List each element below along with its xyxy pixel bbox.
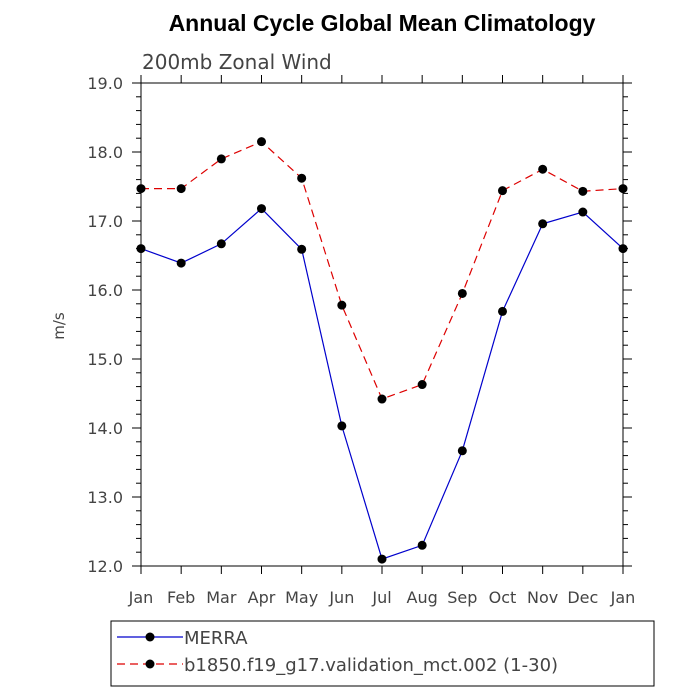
x-tick-label: Nov <box>527 588 558 607</box>
x-tick-labels: Jan Feb Mar Apr May Jun Jul Aug Sep Oct Nov Dec Jan <box>128 588 636 607</box>
legend-box <box>110 620 655 687</box>
x-tick-label: Sep <box>447 588 477 607</box>
data-point <box>297 244 307 254</box>
data-point <box>337 421 347 431</box>
data-point <box>498 306 507 316</box>
legend-label: b1850.f19_g17.validation_mct.002 (1-30) <box>184 655 558 676</box>
y-tick-label: 16.0 <box>87 281 123 300</box>
data-point <box>538 219 548 229</box>
data-point <box>578 186 588 196</box>
series-line-1 <box>141 140 624 400</box>
chart-title: Annual Cycle Global Mean Climatology <box>169 10 596 36</box>
x-tick-label: Feb <box>167 588 195 607</box>
legend-marker <box>145 659 155 669</box>
data-point <box>257 137 266 147</box>
data-point <box>457 288 467 298</box>
y-tick-label: 13.0 <box>87 488 123 507</box>
series-line-0 <box>140 207 624 560</box>
y-axis-label: m/s <box>50 312 68 340</box>
data-point <box>377 554 387 564</box>
y-tick-labels: 12.0 13.0 14.0 15.0 16.0 17.0 18.0 19.0 <box>87 74 123 576</box>
x-tick-label: Mar <box>206 588 237 607</box>
legend-label: MERRA <box>184 628 248 649</box>
data-point <box>457 446 467 456</box>
data-point <box>297 173 307 183</box>
series-markers <box>136 137 628 564</box>
y-tick-label: 17.0 <box>87 212 123 231</box>
data-point <box>538 164 548 174</box>
data-point <box>216 239 226 249</box>
plot-frame <box>140 82 624 567</box>
x-tick-label: Jan <box>128 588 154 607</box>
x-tick-label: May <box>285 588 318 607</box>
y-tick-label: 12.0 <box>87 557 123 576</box>
data-point <box>337 300 347 310</box>
data-point <box>136 184 146 194</box>
data-point <box>618 184 628 194</box>
x-tick-label: Aug <box>407 588 438 607</box>
data-point <box>417 380 427 390</box>
legend: MERRA b1850.f19_g17.validation_mct.002 (1… <box>117 628 558 676</box>
data-point <box>498 186 507 196</box>
chart-subtitle: 200mb Zonal Wind <box>142 50 332 74</box>
data-point <box>417 540 427 550</box>
legend-marker <box>145 632 155 642</box>
x-tick-label: Jun <box>328 588 354 607</box>
data-point <box>176 258 186 268</box>
data-point <box>377 394 387 404</box>
y-tick-label: 14.0 <box>87 419 123 438</box>
axis-ticks <box>132 75 632 574</box>
x-tick-label: Jul <box>371 588 391 607</box>
data-point <box>578 207 588 217</box>
y-tick-label: 19.0 <box>87 74 123 93</box>
x-tick-label: Oct <box>489 588 517 607</box>
y-tick-label: 15.0 <box>87 350 123 369</box>
y-tick-label: 18.0 <box>87 143 123 162</box>
data-point <box>257 204 266 214</box>
data-point <box>136 244 146 254</box>
data-point <box>618 244 628 254</box>
x-tick-label: Dec <box>567 588 598 607</box>
x-tick-label: Apr <box>248 588 276 607</box>
data-point <box>176 184 186 194</box>
series-lines <box>140 140 624 560</box>
x-tick-label: Jan <box>610 588 636 607</box>
data-point <box>216 154 226 164</box>
